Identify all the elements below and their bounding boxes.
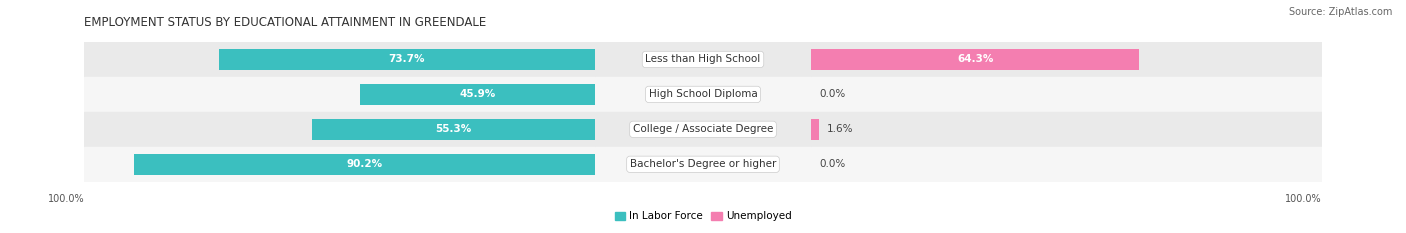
Bar (595, 42, 811, 77)
Text: High School Diploma: High School Diploma (648, 89, 758, 99)
Bar (312, 119, 595, 140)
Text: 100.0%: 100.0% (1285, 194, 1322, 204)
Bar (360, 84, 595, 105)
Text: 64.3%: 64.3% (957, 55, 994, 64)
Bar (84, 42, 595, 77)
Bar (595, 147, 811, 182)
Text: 0.0%: 0.0% (818, 159, 845, 169)
Bar (811, 42, 1322, 77)
Bar (811, 49, 1139, 70)
Bar (84, 77, 595, 112)
Text: EMPLOYMENT STATUS BY EDUCATIONAL ATTAINMENT IN GREENDALE: EMPLOYMENT STATUS BY EDUCATIONAL ATTAINM… (84, 16, 486, 29)
Bar (218, 49, 595, 70)
Text: 55.3%: 55.3% (436, 124, 472, 134)
Text: 1.6%: 1.6% (827, 124, 853, 134)
Legend: In Labor Force, Unemployed: In Labor Force, Unemployed (610, 207, 796, 226)
Bar (811, 112, 1322, 147)
Bar (135, 154, 595, 175)
Bar (595, 112, 811, 147)
Text: Less than High School: Less than High School (645, 55, 761, 64)
Bar (811, 147, 1322, 182)
Bar (84, 112, 595, 147)
Bar (811, 77, 1322, 112)
Text: College / Associate Degree: College / Associate Degree (633, 124, 773, 134)
Text: 0.0%: 0.0% (818, 89, 845, 99)
Text: 100.0%: 100.0% (48, 194, 84, 204)
Text: Source: ZipAtlas.com: Source: ZipAtlas.com (1288, 7, 1392, 17)
Text: 45.9%: 45.9% (460, 89, 496, 99)
Text: Bachelor's Degree or higher: Bachelor's Degree or higher (630, 159, 776, 169)
Text: 90.2%: 90.2% (346, 159, 382, 169)
Text: 73.7%: 73.7% (388, 55, 425, 64)
Bar (811, 119, 820, 140)
Bar (84, 147, 595, 182)
Bar (595, 77, 811, 112)
